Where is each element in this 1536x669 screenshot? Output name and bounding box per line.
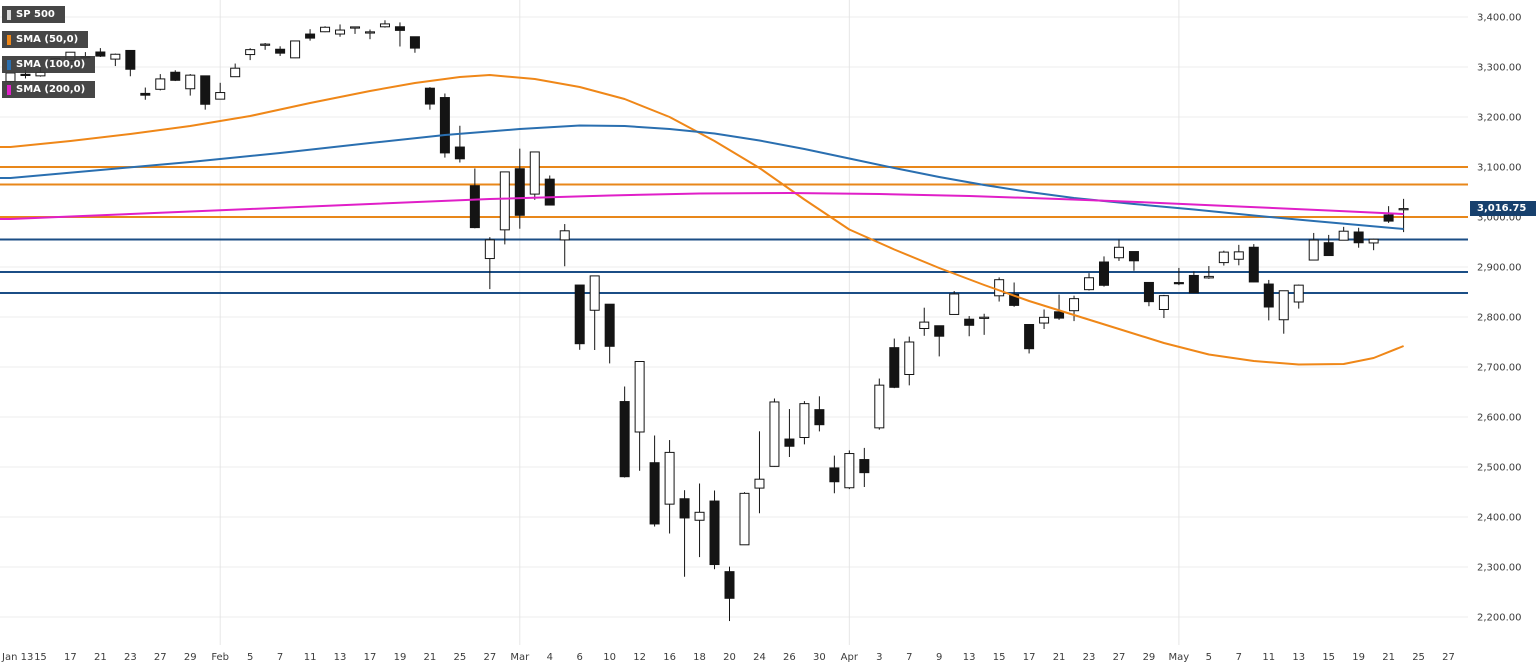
legend-item-sma100[interactable]: SMA (100,0)	[2, 56, 96, 73]
svg-text:15: 15	[993, 652, 1006, 663]
sma-200-line	[0, 192, 1404, 220]
sma-50-line	[0, 74, 1404, 366]
legend-label-sp500: SP 500	[16, 9, 55, 20]
svg-text:13: 13	[1292, 652, 1305, 663]
legend-label-sma50: SMA (50,0)	[16, 34, 79, 45]
current-price-badge: 3,016.75	[1470, 201, 1536, 217]
svg-text:11: 11	[304, 652, 317, 663]
svg-text:20: 20	[723, 652, 736, 663]
svg-text:23: 23	[124, 652, 137, 663]
svg-text:May: May	[1169, 652, 1190, 663]
legend-label-sma100: SMA (100,0)	[16, 59, 86, 70]
svg-text:7: 7	[906, 652, 912, 663]
date-axis[interactable]: Jan 13 15 17 21 23 27 29 Feb 5 7 11 13 17 19 21 25 27 Mar…	[1, 652, 1455, 663]
svg-text:2,700.00: 2,700.00	[1477, 363, 1522, 374]
price-axis[interactable]: 3,400.00 3,300.00 3,200.00 3,100.00 3,000.00…	[1477, 13, 1522, 624]
svg-text:Feb: Feb	[211, 652, 229, 663]
svg-text:18: 18	[693, 652, 706, 663]
svg-text:16: 16	[663, 652, 676, 663]
svg-text:7: 7	[277, 652, 283, 663]
svg-text:30: 30	[813, 652, 826, 663]
legend-item-symbol[interactable]: SP 500	[2, 6, 65, 23]
svg-text:11: 11	[1262, 652, 1275, 663]
svg-text:21: 21	[1382, 652, 1395, 663]
svg-text:27: 27	[1442, 652, 1455, 663]
svg-text:3,200.00: 3,200.00	[1477, 113, 1522, 124]
svg-text:17: 17	[364, 652, 377, 663]
svg-text:9: 9	[936, 652, 942, 663]
svg-text:3,100.00: 3,100.00	[1477, 163, 1522, 174]
svg-text:3,400.00: 3,400.00	[1477, 13, 1522, 24]
svg-text:19: 19	[394, 652, 407, 663]
svg-text:Jan 13: Jan 13	[1, 652, 33, 663]
svg-text:27: 27	[1113, 652, 1126, 663]
svg-text:4: 4	[547, 652, 553, 663]
svg-text:2,800.00: 2,800.00	[1477, 313, 1522, 324]
svg-text:13: 13	[963, 652, 976, 663]
svg-text:15: 15	[34, 652, 47, 663]
svg-text:3,000.00: 3,000.00	[1477, 213, 1522, 224]
series-swatch-sp500	[7, 9, 11, 20]
svg-text:12: 12	[633, 652, 646, 663]
legend-label-sma200: SMA (200,0)	[16, 84, 86, 95]
svg-text:27: 27	[483, 652, 496, 663]
svg-text:25: 25	[1412, 652, 1425, 663]
svg-text:24: 24	[753, 652, 766, 663]
svg-text:26: 26	[783, 652, 796, 663]
svg-text:2,600.00: 2,600.00	[1477, 413, 1522, 424]
svg-text:25: 25	[454, 652, 467, 663]
svg-text:17: 17	[64, 652, 77, 663]
svg-text:7: 7	[1236, 652, 1242, 663]
svg-text:27: 27	[154, 652, 167, 663]
svg-text:13: 13	[334, 652, 347, 663]
svg-text:3: 3	[876, 652, 882, 663]
svg-text:29: 29	[1143, 652, 1156, 663]
svg-text:21: 21	[424, 652, 437, 663]
series-swatch-sma100	[7, 59, 11, 70]
legend: SP 500 SMA (50,0) SMA (100,0) SMA (200,0…	[2, 6, 96, 98]
svg-text:2,400.00: 2,400.00	[1477, 513, 1522, 524]
svg-text:5: 5	[247, 652, 253, 663]
svg-text:6: 6	[577, 652, 583, 663]
svg-text:17: 17	[1023, 652, 1036, 663]
candlestick-series	[5, 20, 1409, 622]
svg-text:Apr: Apr	[841, 652, 859, 663]
svg-text:2,500.00: 2,500.00	[1477, 463, 1522, 474]
series-swatch-sma50	[7, 34, 11, 45]
svg-text:15: 15	[1322, 652, 1335, 663]
svg-text:21: 21	[94, 652, 107, 663]
svg-text:29: 29	[184, 652, 197, 663]
svg-text:2,200.00: 2,200.00	[1477, 613, 1522, 624]
horizontal-level-lines	[0, 166, 1468, 294]
sma-overlays	[0, 74, 1404, 366]
svg-text:2,900.00: 2,900.00	[1477, 263, 1522, 274]
svg-text:10: 10	[603, 652, 616, 663]
svg-text:23: 23	[1083, 652, 1096, 663]
legend-item-sma50[interactable]: SMA (50,0)	[2, 31, 89, 48]
legend-item-sma200[interactable]: SMA (200,0)	[2, 81, 96, 98]
svg-text:2,300.00: 2,300.00	[1477, 563, 1522, 574]
series-swatch-sma200	[7, 84, 11, 95]
svg-text:3,300.00: 3,300.00	[1477, 63, 1522, 74]
sma-100-line	[0, 124, 1404, 230]
svg-text:19: 19	[1352, 652, 1365, 663]
svg-text:5: 5	[1206, 652, 1212, 663]
svg-text:Mar: Mar	[510, 652, 530, 663]
svg-text:21: 21	[1053, 652, 1066, 663]
